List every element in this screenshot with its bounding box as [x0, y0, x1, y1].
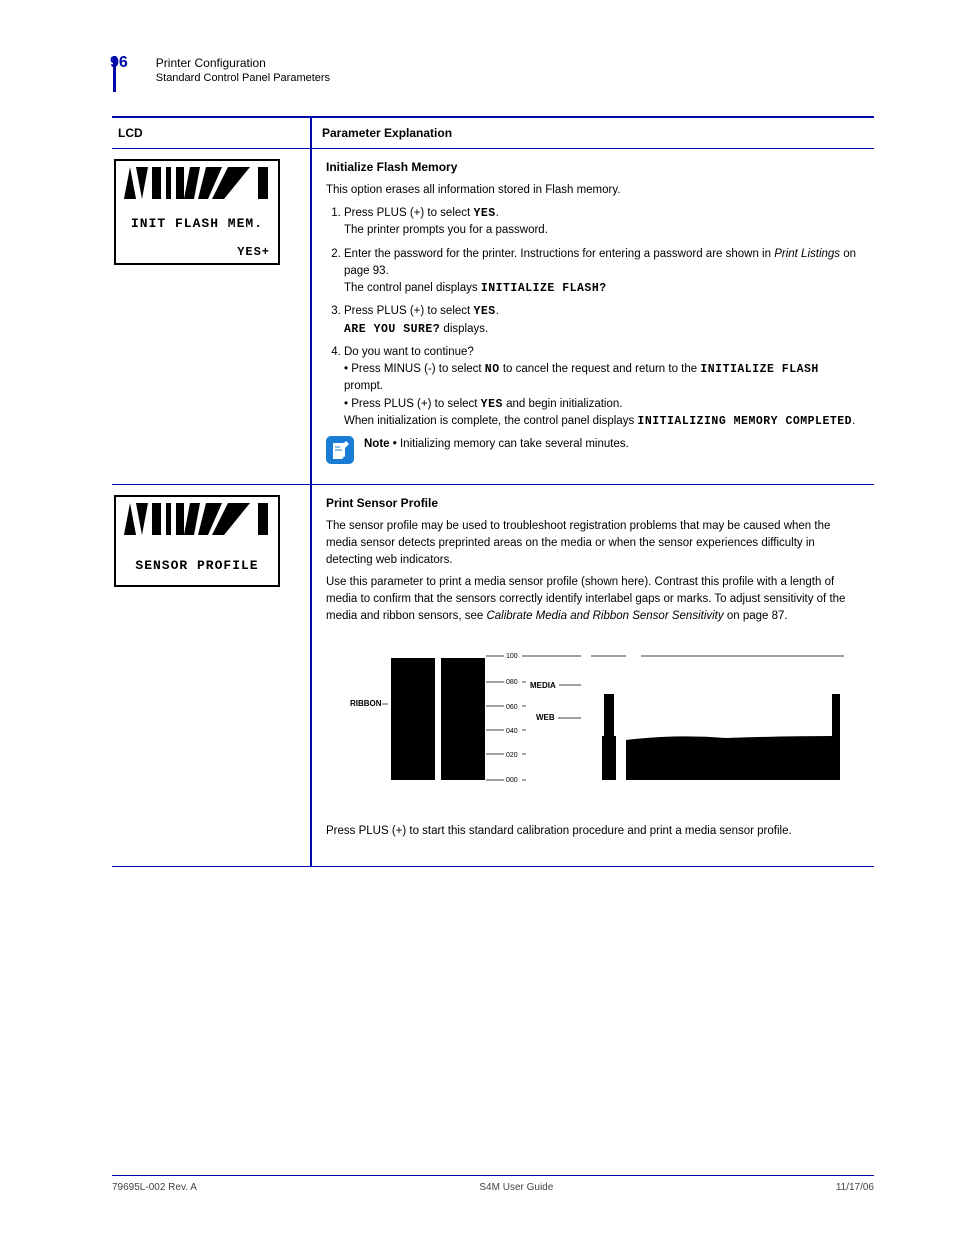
table-row: INIT FLASH MEM. YES+ Initialize Flash Me… — [112, 149, 874, 485]
lcd-text-line1: SENSOR PROFILE — [135, 558, 258, 573]
step-item: Press PLUS (+) to select YES. The printe… — [344, 205, 860, 240]
desc-em: Calibrate Media and Ribbon Sensor Sensit… — [486, 610, 723, 622]
page-footer: 79695L-002 Rev. A S4M User Guide 11/17/0… — [112, 1175, 874, 1193]
step-code: NO — [485, 363, 500, 376]
header-accent-bar — [113, 56, 116, 92]
lcd-text-line1: INIT FLASH MEM. — [131, 216, 263, 231]
step-text: displays. — [443, 323, 488, 335]
lcd-text-line2: YES+ — [122, 245, 272, 259]
step-text: . — [496, 207, 499, 219]
graph-ribbon-label: RIBBON — [350, 699, 382, 708]
graph-bar-label: ME — [604, 783, 614, 790]
step-text: and begin initialization. — [506, 398, 622, 410]
table-header-row: LCD Parameter Explanation — [112, 118, 874, 149]
zebra-logo-icon — [122, 167, 272, 199]
lcd-cell: SENSOR PROFILE — [112, 485, 312, 866]
step-text: to cancel the request and return to the — [503, 363, 697, 375]
step-text: prompt. — [344, 380, 383, 392]
param-title: Print Sensor Profile — [326, 496, 438, 510]
step-item: Press PLUS (+) to select YES. ARE YOU SU… — [344, 303, 860, 338]
explanation-cell: Print Sensor Profile The sensor profile … — [312, 485, 874, 866]
step-text: The printer prompts you for a password. — [344, 224, 548, 236]
param-title: Initialize Flash Memory — [326, 160, 457, 174]
step-text: Press PLUS (+) to select — [344, 305, 470, 317]
explanation-cell: Initialize Flash Memory This option eras… — [312, 149, 874, 484]
parameters-table: LCD Parameter Explanation INIT FLASH MEM… — [112, 116, 874, 867]
step-text: Press MINUS (-) to select — [351, 363, 481, 375]
note-body: Initializing memory can take several min… — [400, 438, 629, 450]
step-text: Press PLUS (+) to select — [351, 398, 477, 410]
step-text: . — [496, 305, 499, 317]
sensor-profile-graph: RIBBON ON RIBB RIBBON 100 080 060 040 02… — [326, 640, 846, 805]
step-code: INITIALIZE FLASH? — [481, 282, 607, 295]
graph-media-label: MEDIA — [530, 681, 556, 690]
step-text: When initialization is complete, the con… — [344, 415, 634, 427]
graph-bar-label: MEDIA MEDIA MEDIA MEDIA MEDIA — [632, 783, 743, 790]
graph-media-block — [626, 694, 840, 780]
header-text-block: Printer Configuration Standard Control P… — [156, 56, 330, 84]
footer-center: S4M User Guide — [479, 1182, 553, 1193]
graph-ribbon-bar — [391, 658, 435, 780]
step-em: Print Listings — [774, 248, 840, 260]
param-desc: This option erases all information store… — [326, 182, 860, 199]
graph-ribbon-bar — [441, 658, 485, 780]
step-item: Do you want to continue? • Press MINUS (… — [344, 344, 860, 430]
step-text: Enter the password for the printer. Inst… — [344, 248, 771, 260]
table-header-explanation: Parameter Explanation — [312, 118, 874, 148]
table-row: SENSOR PROFILE Print Sensor Profile The … — [112, 485, 874, 867]
header-subtitle: Standard Control Panel Parameters — [156, 72, 330, 84]
param-desc2: Use this parameter to print a media sens… — [326, 574, 860, 624]
graph-web-label: WEB — [536, 713, 555, 722]
graph-bar-label: ON RIBB — [394, 783, 422, 790]
step-item: Enter the password for the printer. Inst… — [344, 246, 860, 298]
step-code: INITIALIZING MEMORY COMPLETED — [637, 415, 852, 428]
step-code: ARE YOU SURE? — [344, 323, 440, 336]
note-label: Note • — [364, 438, 400, 450]
step-text: Do you want to continue? — [344, 346, 474, 358]
step-text: Press PLUS (+) to select — [344, 207, 470, 219]
step-text: The control panel displays — [344, 282, 478, 294]
lcd-display-init-flash: INIT FLASH MEM. YES+ — [114, 159, 280, 265]
page-header: 96 Printer Configuration Standard Contro… — [0, 54, 954, 84]
table-header-lcd: LCD — [112, 118, 312, 148]
graph-tick: 060 — [506, 704, 518, 711]
param-instruction: Press PLUS (+) to start this standard ca… — [326, 823, 860, 840]
note-text: Note • Initializing memory can take seve… — [364, 436, 629, 452]
lcd-cell: INIT FLASH MEM. YES+ — [112, 149, 312, 484]
lcd-display-sensor-profile: SENSOR PROFILE — [114, 495, 280, 587]
header-title: Printer Configuration — [156, 56, 330, 70]
step-code: YES — [473, 305, 495, 318]
graph-tick: 040 — [506, 728, 518, 735]
step-code: YES — [481, 398, 503, 411]
footer-left: 79695L-002 Rev. A — [112, 1182, 197, 1193]
note-row: Note • Initializing memory can take seve… — [326, 436, 860, 464]
graph-tick: 080 — [506, 679, 518, 686]
desc-text: on page 87. — [727, 610, 788, 622]
zebra-logo-icon — [122, 503, 272, 535]
param-desc: The sensor profile may be used to troubl… — [326, 518, 860, 568]
step-code: INITIALIZE FLASH — [700, 363, 818, 376]
graph-tick: 000 — [506, 777, 518, 784]
graph-tick: 100 — [506, 653, 518, 660]
step-list: Press PLUS (+) to select YES. The printe… — [344, 205, 860, 430]
graph-tick: 020 — [506, 752, 518, 759]
step-code: YES — [473, 207, 495, 220]
graph-bar-label: RIBBON — [446, 783, 472, 790]
footer-right: 11/17/06 — [836, 1182, 874, 1193]
note-icon — [326, 436, 354, 464]
